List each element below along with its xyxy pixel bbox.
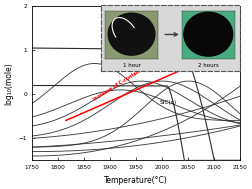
Text: SiC(s): SiC(s) [160,100,177,105]
Text: C(s): C(s) [144,60,156,65]
X-axis label: Temperature(°C): Temperature(°C) [104,176,168,185]
Text: Increase of C-containing vapor species: Increase of C-containing vapor species [92,44,181,102]
Y-axis label: log₁₀(mole): log₁₀(mole) [4,62,13,105]
